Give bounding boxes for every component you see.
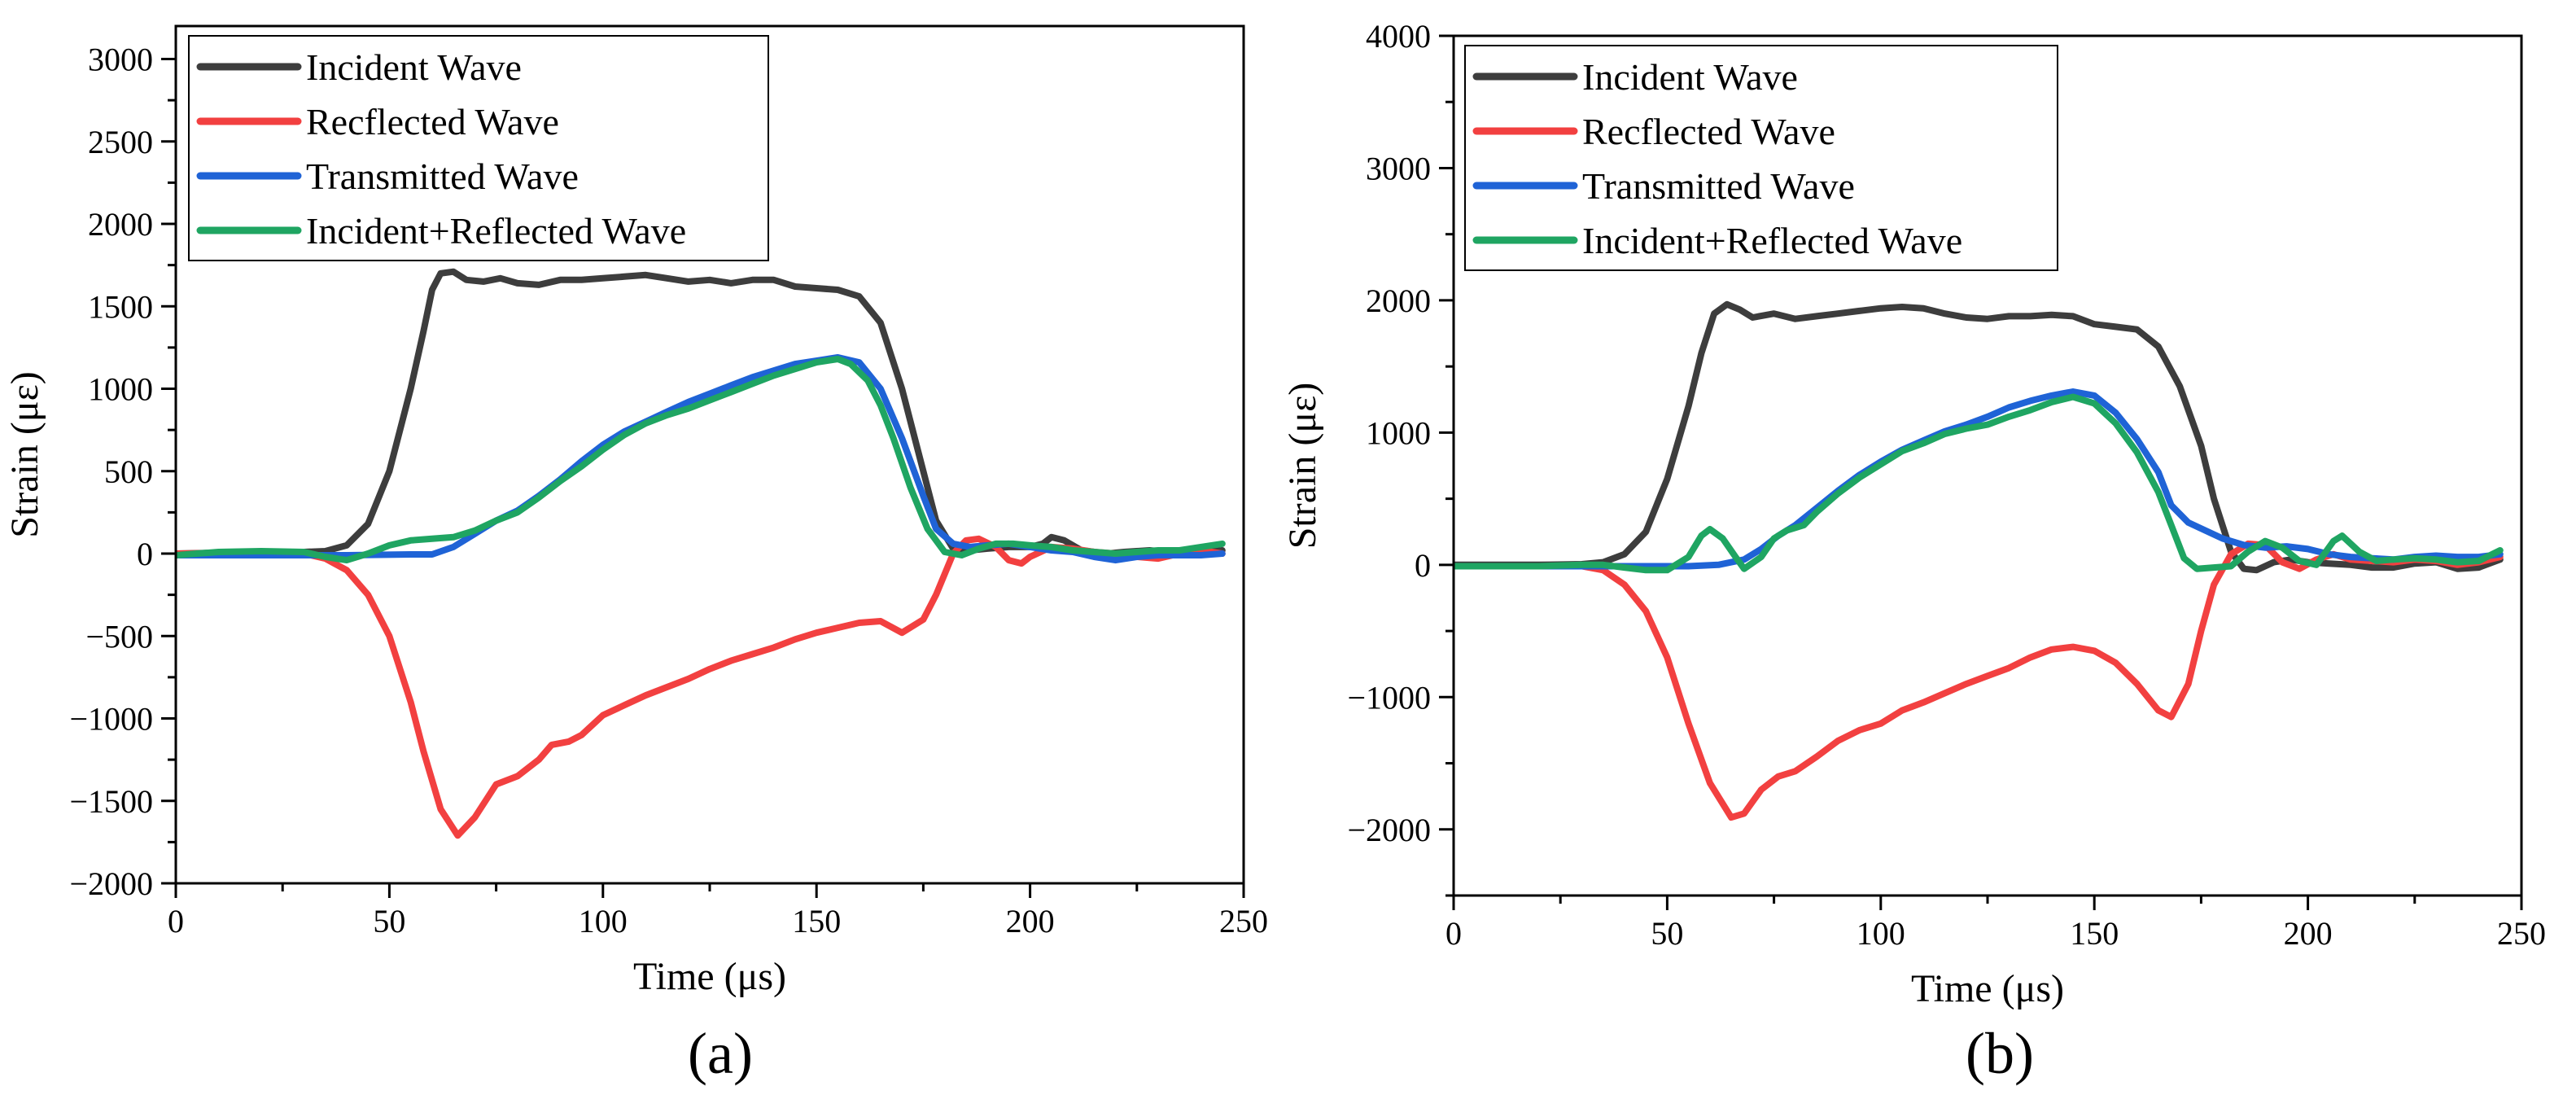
y-tick-label: 1000 (1366, 414, 1431, 451)
legend-label: Recflected Wave (1582, 111, 1835, 152)
legend-label: Incident Wave (306, 46, 522, 88)
x-tick-label: 50 (1651, 915, 1683, 952)
y-tick-label: −500 (85, 618, 153, 655)
panel-label-a: (a) (688, 1021, 753, 1086)
series-line-incident-wave (1454, 300, 2504, 574)
x-axis-title: Time (μs) (1911, 967, 2064, 1010)
y-tick-label: 1500 (88, 288, 153, 325)
y-tick-label: 1000 (88, 371, 153, 408)
series-line-incident-reflected-wave (1454, 393, 2504, 574)
chart-panel-a: 0 50 100 150 200 250 −2000 −1500 −1000 −500 0 500 10… (3, 24, 1268, 998)
y-tick-label: 3000 (88, 42, 153, 78)
x-axis-title: Time (μs) (633, 955, 786, 998)
x-tick-label: 250 (1219, 903, 1268, 939)
x-tick-label: 250 (2497, 915, 2546, 952)
y-tick-label: −1500 (69, 783, 153, 820)
series-line-recflected-wave (1454, 540, 2504, 821)
series-line-transmitted-wave (176, 354, 1226, 564)
series-line-incident-reflected-wave (176, 356, 1226, 564)
x-tick-label: 150 (792, 903, 841, 939)
legend-label: Incident+Reflected Wave (306, 210, 686, 252)
y-tick-label: −2000 (69, 865, 153, 902)
y-tick-label: −2000 (1347, 812, 1431, 848)
x-tick-label: 150 (2070, 915, 2119, 952)
legend: Incident Wave Recflected Wave Transmitted … (188, 35, 769, 261)
x-tick-label: 100 (579, 903, 628, 939)
panel-label-b: (b) (1966, 1021, 2034, 1086)
legend-label: Incident+Reflected Wave (1582, 220, 1962, 261)
y-tick-label: 3000 (1366, 150, 1431, 186)
x-tick-label: 200 (2284, 915, 2333, 952)
y-tick-label: 2500 (88, 124, 153, 160)
y-tick-label: −1000 (1347, 679, 1431, 716)
legend-label: Transmitted Wave (1582, 165, 1855, 207)
series-line-recflected-wave (176, 535, 1226, 839)
y-axis-title: Strain (με) (1281, 383, 1324, 550)
x-tick-label: 200 (1006, 903, 1055, 939)
y-tick-label: 2000 (1366, 282, 1431, 319)
x-tick-label: 0 (168, 903, 184, 939)
x-tick-label: 50 (373, 903, 405, 939)
legend-label: Incident Wave (1582, 56, 1798, 98)
y-tick-label: 0 (1415, 547, 1431, 584)
legend-label: Transmitted Wave (306, 155, 579, 197)
x-tick-label: 0 (1445, 915, 1462, 952)
y-tick-label: 4000 (1366, 18, 1431, 55)
y-tick-label: 500 (104, 453, 153, 490)
y-tick-label: −1000 (69, 701, 153, 738)
legend-box (1464, 45, 2058, 271)
legend-label: Recflected Wave (306, 101, 559, 142)
legend: Incident Wave Recflected Wave Transmitted … (1464, 45, 2058, 271)
legend-box (188, 35, 769, 261)
x-tick-label: 100 (1857, 915, 1905, 952)
y-axis-title: Strain (με) (3, 371, 46, 538)
chart-panel-b: 0 50 100 150 200 250 −2000 −1000 0 1000 2000 3000 40… (1281, 18, 2546, 1010)
series-line-incident-wave (176, 268, 1226, 557)
y-tick-label: 0 (137, 536, 153, 572)
y-tick-label: 2000 (88, 206, 153, 243)
